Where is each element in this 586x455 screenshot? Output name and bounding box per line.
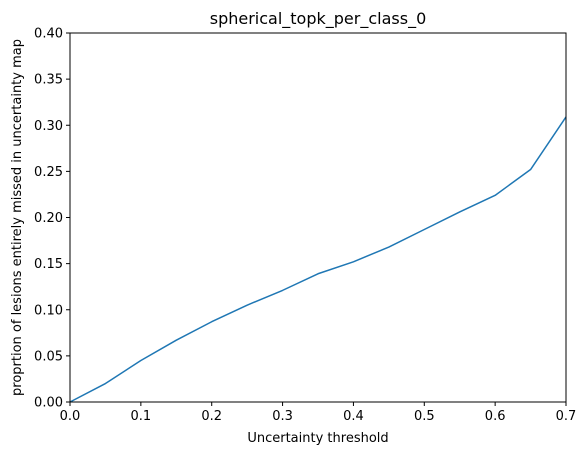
y-tick-label: 0.25 bbox=[34, 165, 63, 180]
x-axis: 0.0 0.1 0.2 0.3 0.4 0.5 0.6 0.7 bbox=[60, 402, 577, 424]
x-tick-label: 0.3 bbox=[272, 409, 293, 424]
y-tick-label: 0.15 bbox=[34, 257, 63, 272]
plot-area bbox=[69, 116, 567, 403]
x-tick-label: 0.2 bbox=[201, 409, 222, 424]
x-tick-label: 0.0 bbox=[60, 409, 81, 424]
x-tick-label: 0.6 bbox=[485, 409, 506, 424]
y-tick-label: 0.00 bbox=[34, 396, 63, 411]
x-tick-label: 0.4 bbox=[343, 409, 364, 424]
x-tick-label: 0.1 bbox=[131, 409, 152, 424]
y-axis: 0.00 0.05 0.10 0.15 0.20 0.25 0.30 0.35 0.40 bbox=[34, 27, 70, 411]
x-axis-label: Uncertainty threshold bbox=[247, 431, 388, 446]
x-tick-label: 0.7 bbox=[556, 409, 577, 424]
plot-frame bbox=[69, 32, 567, 403]
y-tick-label: 0.40 bbox=[34, 27, 63, 42]
chart-title: spherical_topk_per_class_0 bbox=[210, 9, 427, 29]
y-tick-label: 0.35 bbox=[34, 73, 63, 88]
y-tick-label: 0.30 bbox=[34, 119, 63, 134]
y-tick-label: 0.20 bbox=[34, 211, 63, 226]
series-line-0 bbox=[69, 116, 567, 403]
y-axis-label: proprtion of lesions entirely missed in … bbox=[10, 39, 25, 396]
y-tick-label: 0.05 bbox=[34, 349, 63, 364]
y-tick-label: 0.10 bbox=[34, 303, 63, 318]
x-tick-label: 0.5 bbox=[414, 409, 435, 424]
